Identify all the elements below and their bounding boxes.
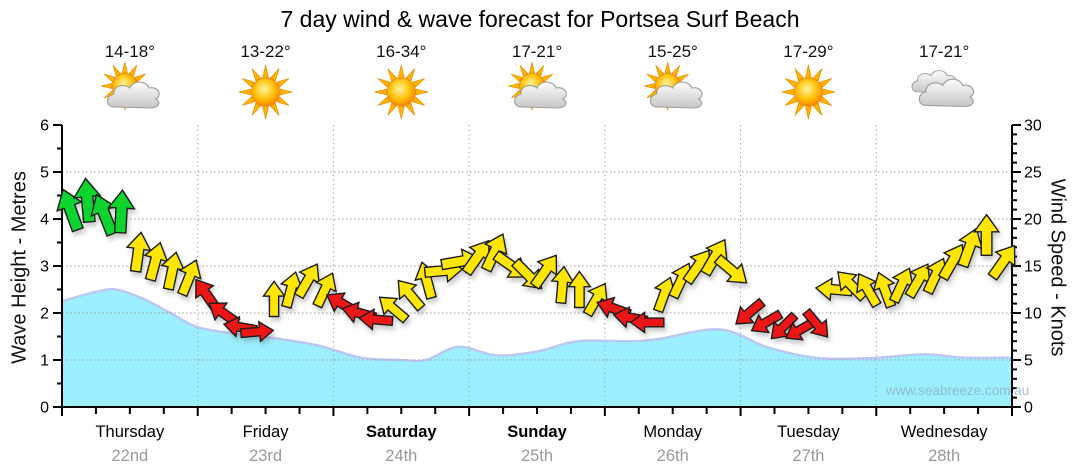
wind-arrow: [801, 307, 829, 338]
date-label: 27th: [792, 447, 824, 465]
temp-range-label: 14-18°: [105, 42, 155, 61]
sun-behind-cloud-icon: [643, 61, 703, 111]
wave-tick-label: 3: [40, 259, 49, 276]
temp-range-label: 15-25°: [648, 42, 698, 61]
day-label: Wednesday: [901, 423, 989, 441]
wind-arrow: [529, 254, 558, 290]
wave-tick-label: 2: [40, 306, 49, 323]
cloud-shape: [649, 81, 703, 109]
wave-height-area: [62, 289, 1012, 407]
cloud-shape: [918, 78, 975, 108]
wind-arrow: [107, 188, 136, 234]
watermark: www.seabreeze.com.au: [886, 383, 1030, 398]
wind-arrow: [262, 280, 287, 318]
wind-tick-label: 5: [1024, 353, 1033, 370]
wind-arrow: [735, 297, 766, 325]
wind-arrow: [567, 270, 592, 309]
clouds-icon: [911, 70, 975, 108]
sun-icon: [374, 64, 429, 120]
day-label: Friday: [243, 423, 290, 441]
sun-icon: [781, 64, 836, 120]
wind-arrow: [972, 213, 1001, 256]
wind-arrow: [837, 271, 869, 303]
wind-arrow: [312, 272, 337, 309]
day-label: Tuesday: [777, 423, 840, 441]
date-label: 22nd: [111, 447, 148, 465]
wind-arrow: [480, 233, 508, 273]
temp-range-label: 16-34°: [376, 42, 426, 61]
temp-range-label: 17-21°: [512, 42, 562, 61]
temp-range-label: 13-22°: [240, 42, 290, 61]
day-label: Saturday: [366, 423, 437, 441]
day-label: Sunday: [507, 423, 567, 441]
wave-tick-label: 0: [40, 400, 49, 417]
wind-tick-label: 0: [1024, 400, 1033, 417]
cloud-shape: [106, 81, 160, 109]
wind-tick-label: 20: [1024, 212, 1042, 229]
wind-arrow: [239, 320, 275, 343]
sun-rays: [238, 64, 293, 120]
date-label: 25th: [521, 447, 553, 465]
wave-tick-label: 4: [40, 212, 49, 229]
temp-range-label: 17-21°: [919, 42, 969, 61]
sun-disc: [793, 77, 823, 107]
wind-arrow: [987, 244, 1016, 281]
wind-arrows: [56, 177, 1016, 343]
sun-disc: [251, 77, 281, 107]
sun-rays: [374, 64, 429, 120]
temp-range-label: 17-29°: [783, 42, 833, 61]
date-label: 28th: [928, 447, 960, 465]
wind-tick-label: 30: [1024, 118, 1042, 135]
wind-arrow: [397, 279, 426, 312]
wind-arrow: [750, 309, 784, 334]
wind-arrow: [856, 272, 882, 309]
chart-title: 7 day wind & wave forecast for Portsea S…: [280, 6, 800, 32]
wave-tick-label: 1: [40, 353, 49, 370]
wind-arrow: [378, 296, 410, 324]
day-label: Thursday: [95, 423, 165, 441]
sun-icon: [238, 64, 293, 120]
wind-arrow: [357, 307, 394, 331]
wind-tick-label: 10: [1024, 306, 1042, 323]
wind-tick-label: 25: [1024, 165, 1042, 182]
wind-arrow: [56, 188, 84, 233]
sun-disc: [386, 77, 416, 107]
wind-arrow: [629, 310, 665, 334]
sun-behind-cloud-icon: [100, 61, 160, 111]
date-label: 24th: [385, 447, 417, 465]
sun-rays: [781, 64, 836, 120]
sun-behind-cloud-icon: [507, 61, 567, 111]
wave-tick-label: 5: [40, 165, 49, 182]
date-label: 23rd: [249, 447, 282, 465]
wind-arrow: [713, 253, 748, 284]
wave-height-axis-label: Wave Height - Metres: [8, 171, 31, 364]
wind-speed-axis-label: Wind Speed - Knots: [1046, 178, 1069, 357]
wind-arrow: [176, 258, 202, 298]
day-label: Monday: [643, 423, 702, 441]
date-label: 26th: [657, 447, 689, 465]
wind-arrow: [125, 231, 152, 273]
wave-tick-label: 6: [40, 118, 49, 135]
cloud-shape: [514, 81, 567, 109]
wind-tick-label: 15: [1024, 259, 1042, 276]
